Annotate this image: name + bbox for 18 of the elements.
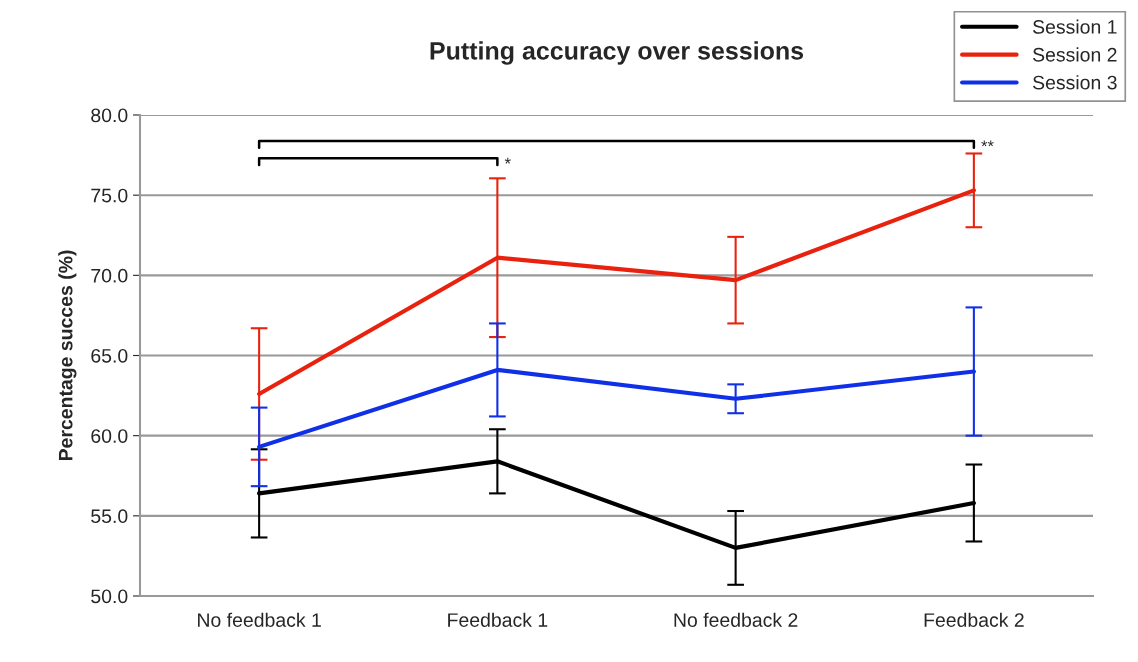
y-tick-label: 50.0 bbox=[91, 589, 128, 604]
x-tick-label: Feedback 2 bbox=[924, 612, 1024, 627]
x-tick-label: Feedback 1 bbox=[448, 612, 548, 627]
legend-label: Session 2 bbox=[1033, 47, 1117, 62]
y-tick-label: 60.0 bbox=[91, 429, 128, 443]
annotation: ** bbox=[981, 140, 994, 147]
legend-label: Session 3 bbox=[1033, 75, 1117, 90]
y-tick-label: 80.0 bbox=[91, 108, 128, 123]
y-tick-label: 75.0 bbox=[91, 188, 128, 203]
legend-label: Session 1 bbox=[1033, 19, 1117, 34]
annotation: * bbox=[504, 157, 511, 164]
y-tick-label: 70.0 bbox=[91, 268, 128, 283]
x-tick-label: No feedback 2 bbox=[674, 612, 798, 627]
y-axis-title: Percentage succes (%) bbox=[58, 250, 77, 461]
chart-title: Putting accuracy over sessions bbox=[430, 41, 804, 65]
x-tick-label: No feedback 1 bbox=[198, 612, 321, 627]
y-tick-label: 65.0 bbox=[91, 348, 128, 363]
y-tick-label: 55.0 bbox=[91, 509, 128, 524]
